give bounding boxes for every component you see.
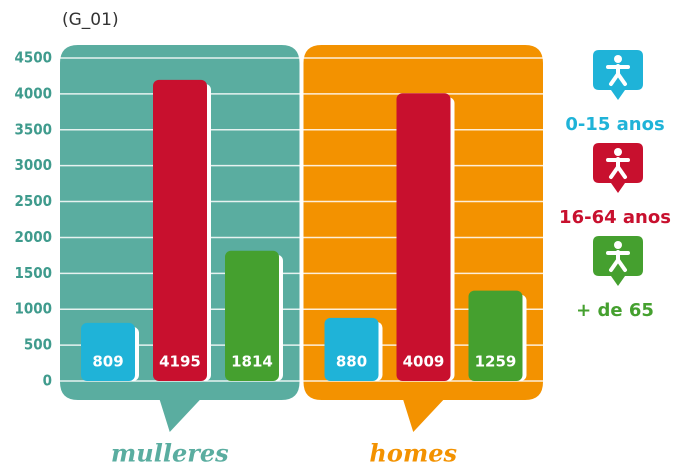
y-tick-label: 2500 xyxy=(14,192,52,210)
bar xyxy=(225,250,279,381)
legend-label: + de 65 xyxy=(576,300,654,321)
bar xyxy=(396,93,451,381)
y-tick-label: 500 xyxy=(24,336,52,354)
bar xyxy=(81,322,135,381)
y-tick-label: 0 xyxy=(43,372,52,390)
data-label: 809 xyxy=(92,353,123,371)
legend-label: 0-15 anos xyxy=(565,114,664,135)
legend-icon-body xyxy=(606,250,630,272)
legend-icon-body xyxy=(606,157,630,179)
legend-icon-body xyxy=(606,64,630,86)
data-label: 4195 xyxy=(159,353,201,371)
legend-icon-head xyxy=(614,148,622,156)
category-label: homes xyxy=(369,439,457,468)
y-tick-label: 1500 xyxy=(14,264,52,282)
y-tick-label: 4500 xyxy=(14,49,52,67)
bar xyxy=(153,79,207,382)
data-label: 1259 xyxy=(475,353,517,371)
data-label: 4009 xyxy=(403,353,445,371)
legend-label: 16-64 anos xyxy=(559,207,671,228)
y-tick-label: 2000 xyxy=(14,228,52,246)
category-label: mulleres xyxy=(111,439,229,468)
y-tick-label: 3500 xyxy=(14,120,52,138)
y-tick-label: 4000 xyxy=(14,84,52,102)
y-tick-label: 3000 xyxy=(14,156,52,174)
chart-title: (G_01) xyxy=(62,10,119,30)
y-tick-label: 1000 xyxy=(14,300,52,318)
data-label: 1814 xyxy=(231,353,273,371)
data-label: 880 xyxy=(336,353,367,371)
legend-icon-head xyxy=(614,55,622,63)
bar xyxy=(468,290,523,381)
bar xyxy=(324,317,379,381)
legend-icon-head xyxy=(614,241,622,249)
